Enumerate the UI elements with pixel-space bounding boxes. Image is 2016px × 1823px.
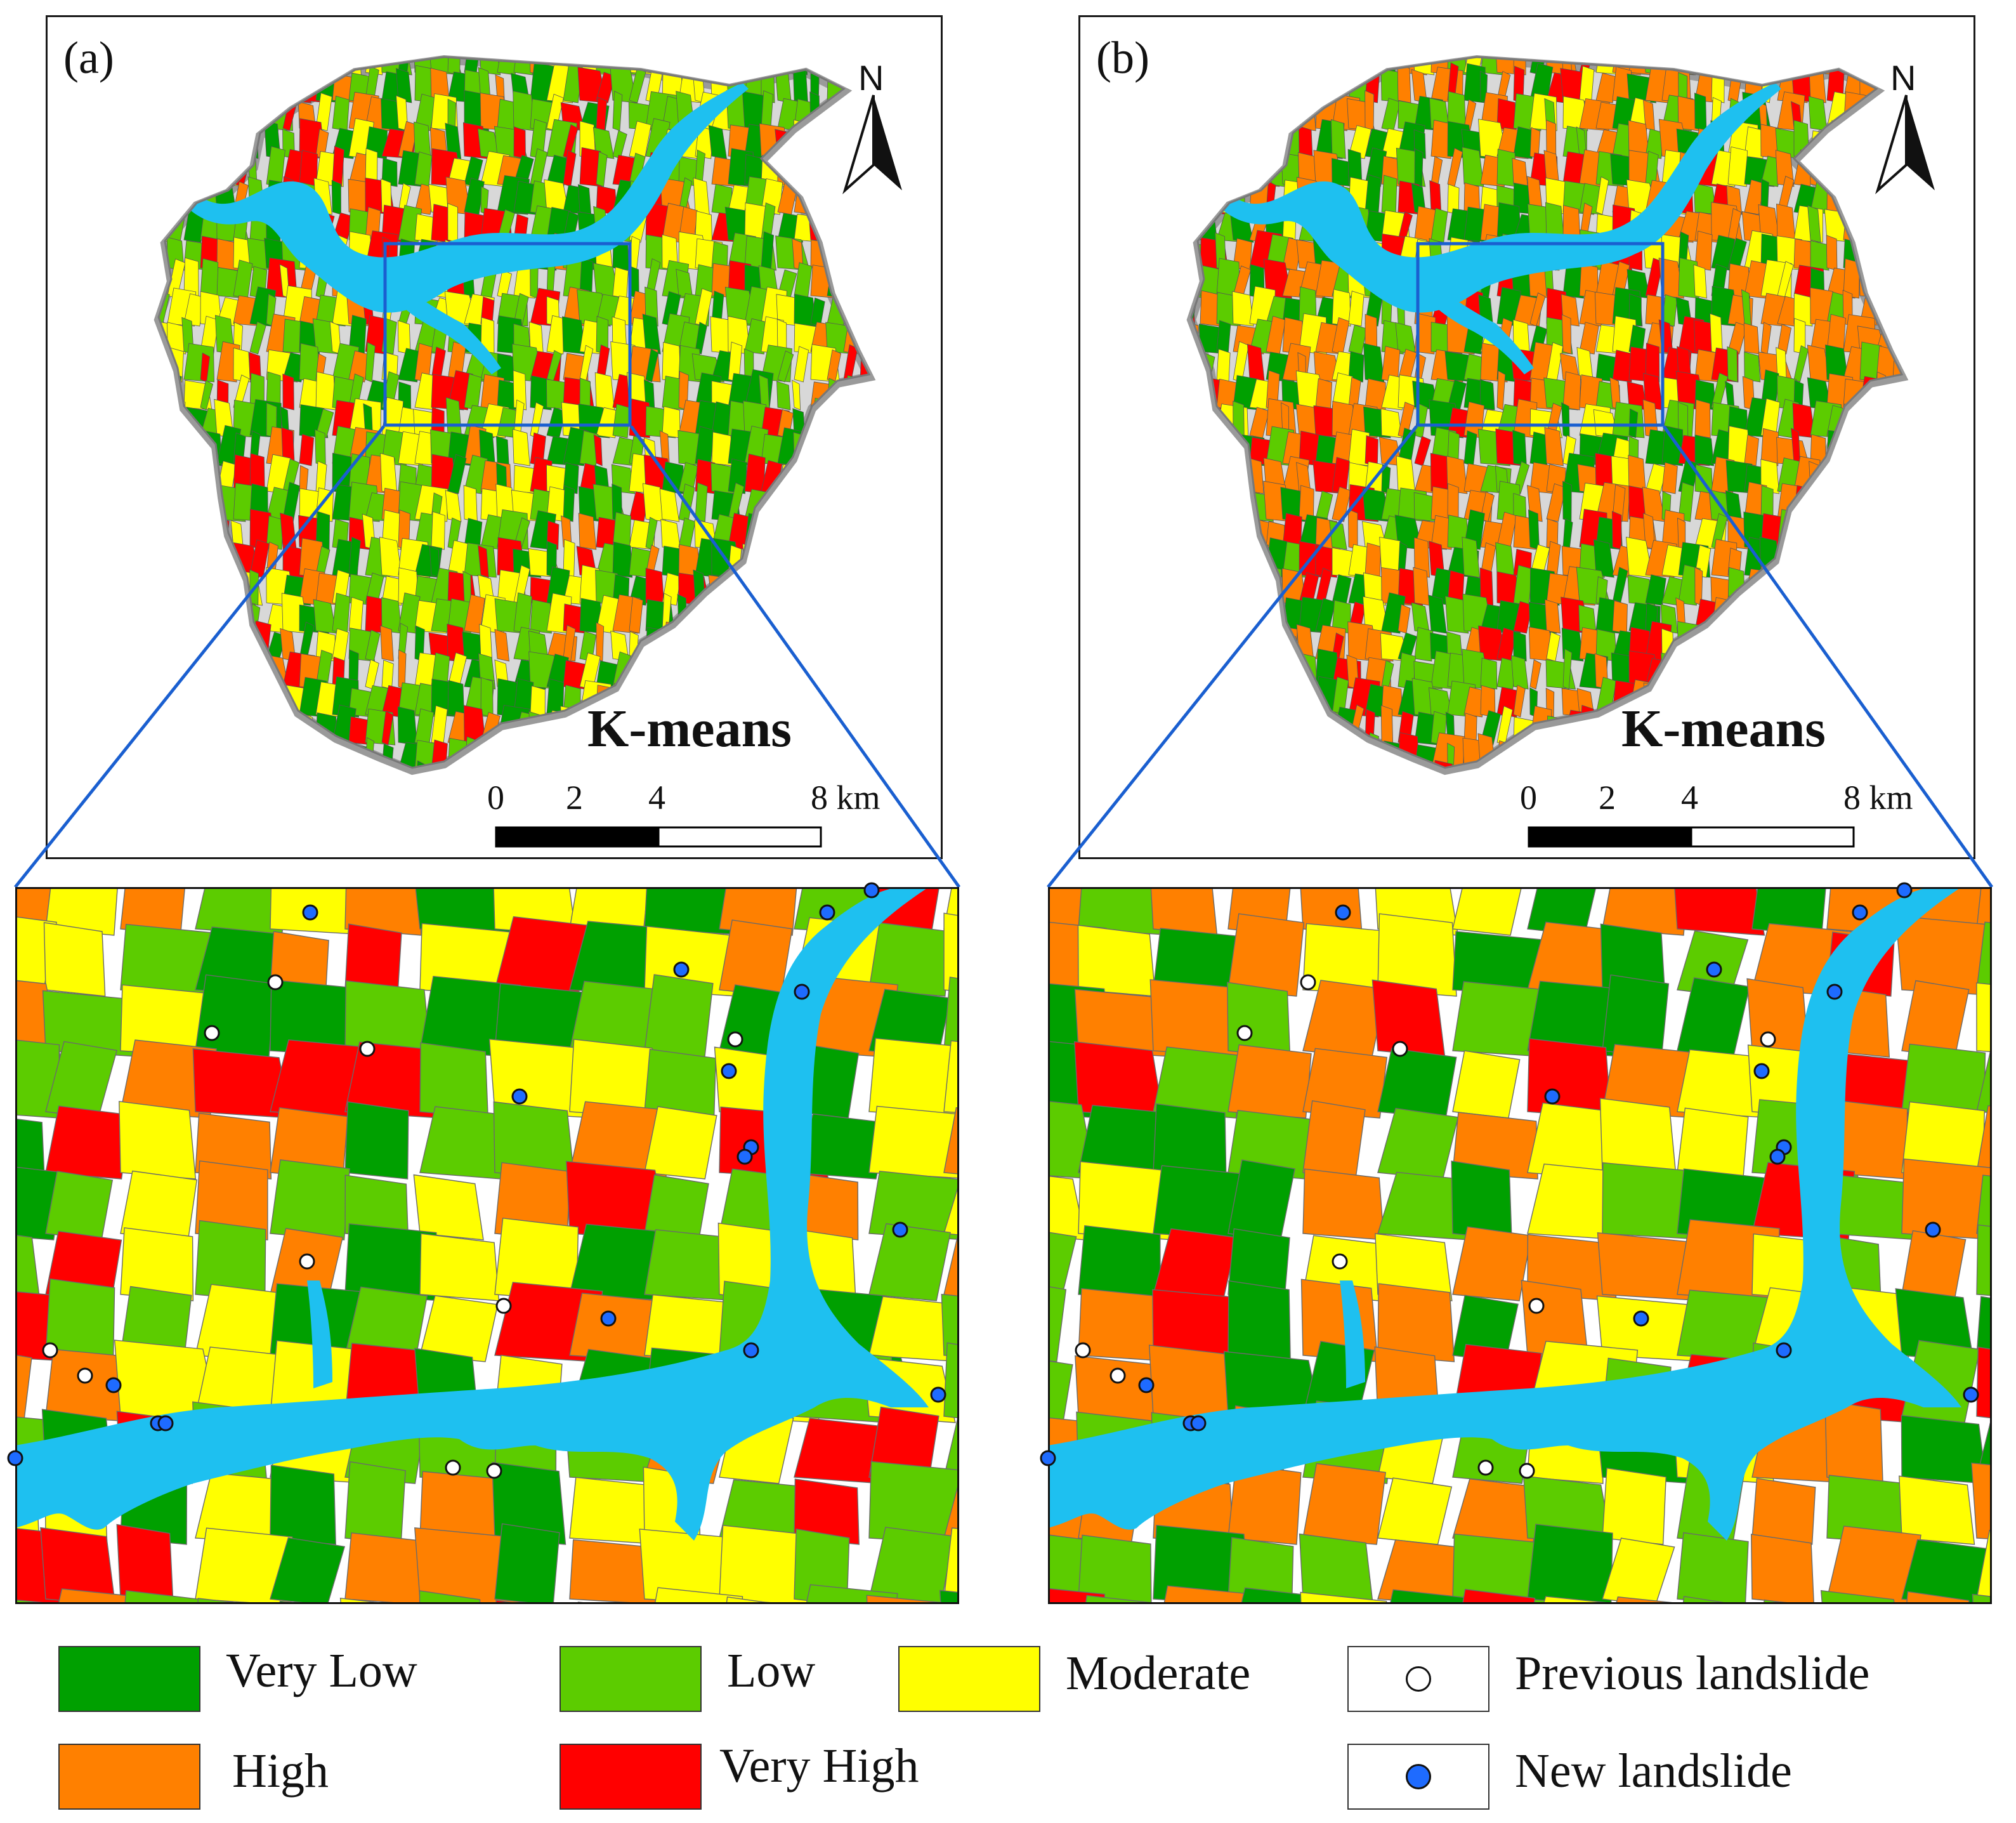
previous-landslide-point (1392, 1041, 1408, 1057)
legend-swatch-low (560, 1646, 702, 1712)
panel-a-zoom-map (7, 882, 959, 1604)
previous-landslide-point (495, 1298, 512, 1314)
new-landslide-marker-icon (1406, 1764, 1431, 1789)
new-landslide-point (743, 1342, 759, 1359)
new-landslide-point (794, 984, 810, 1000)
panel-a-scale-tick-8: 8 km (811, 779, 880, 817)
new-landslide-point (105, 1377, 122, 1393)
new-landslide-point (721, 1063, 737, 1079)
panel-b-scale-tick-8: 8 km (1843, 779, 1913, 817)
legend-label-previous-landslide: Previous landslide (1515, 1647, 1870, 1700)
previous-landslide-point (445, 1459, 461, 1476)
panel-b-north-arrow-icon (1875, 95, 1935, 195)
new-landslide-point (1544, 1088, 1561, 1105)
new-landslide-point (1190, 1415, 1207, 1431)
new-landslide-point (1776, 1342, 1792, 1359)
new-landslide-point (1963, 1386, 1979, 1403)
previous-landslide-point (1519, 1463, 1535, 1479)
new-landslide-point (1335, 904, 1351, 921)
panel-a-north-arrow-icon (842, 95, 902, 195)
previous-landslide-point (204, 1025, 220, 1041)
new-landslide-point (673, 961, 690, 978)
panel-a-inset-rectangle (383, 242, 632, 427)
previous-landslide-point (1528, 1298, 1545, 1314)
panel-b-scale-bar (1528, 826, 1855, 848)
panel-a-scale-bar (495, 826, 822, 848)
legend-label-very-low: Very Low (226, 1644, 417, 1697)
new-landslide-point (1138, 1377, 1155, 1393)
previous-landslide-point (359, 1041, 376, 1057)
new-landslide-point (511, 1088, 528, 1105)
new-landslide-point (1896, 882, 1913, 898)
new-landslide-point (1040, 1450, 1056, 1466)
new-landslide-point (736, 1148, 753, 1165)
previous-landslide-point (267, 974, 284, 990)
new-landslide-point (819, 904, 835, 921)
legend-label-high: High (232, 1744, 329, 1798)
panel-a-scale-tick-4: 4 (648, 779, 665, 817)
inset-connector-lines (14, 425, 1994, 888)
new-landslide-point (1753, 1063, 1770, 1079)
new-landslide-point (1706, 961, 1722, 978)
panel-a-scale-tick-2: 2 (566, 779, 583, 817)
legend-label-new-landslide: New landslide (1515, 1744, 1792, 1798)
new-landslide-point (302, 904, 318, 921)
legend-swatch-very-high (560, 1744, 702, 1810)
previous-landslide-point (1109, 1367, 1126, 1384)
panel-a-scale-tick-0: 0 (487, 779, 504, 817)
new-landslide-point (1769, 1148, 1786, 1165)
panel-b-label: (b) (1096, 32, 1149, 83)
legend-swatch-high (58, 1744, 200, 1810)
new-landslide-point (1826, 984, 1843, 1000)
new-landslide-point (892, 1221, 908, 1238)
panel-b-study-area-map (1186, 55, 1909, 775)
panel-b-scale-tick-4: 4 (1681, 779, 1698, 817)
legend-label-low: Low (727, 1644, 816, 1697)
new-landslide-point (863, 882, 880, 898)
previous-landslide-point (1300, 974, 1316, 990)
new-landslide-point (600, 1310, 617, 1327)
previous-landslide-point (1075, 1342, 1091, 1359)
previous-landslide-point (1477, 1459, 1494, 1476)
new-landslide-point (157, 1415, 174, 1431)
previous-landslide-marker-icon (1406, 1666, 1431, 1692)
panel-b-scale-tick-0: 0 (1520, 779, 1537, 817)
new-landslide-point (1633, 1310, 1649, 1327)
panel-b-north-letter: N (1890, 58, 1916, 98)
previous-landslide-point (77, 1367, 93, 1384)
new-landslide-point (7, 1450, 23, 1466)
panel-b-inset-rectangle (1416, 242, 1665, 427)
panel-b-method-label: K-means (1621, 699, 1826, 758)
panel-a-label: (a) (63, 32, 114, 83)
legend-swatch-moderate (898, 1646, 1040, 1712)
legend-label-moderate: Moderate (1066, 1647, 1251, 1700)
previous-landslide-point (1760, 1031, 1776, 1048)
previous-landslide-point (727, 1031, 743, 1048)
panel-a-method-label: K-means (587, 699, 792, 758)
previous-landslide-point (1332, 1253, 1348, 1270)
previous-landslide-point (1236, 1025, 1253, 1041)
previous-landslide-point (486, 1463, 502, 1479)
new-landslide-point (1925, 1221, 1941, 1238)
panel-b-zoom-map (1040, 882, 1992, 1604)
panel-a-study-area-map (154, 55, 876, 775)
new-landslide-point (930, 1386, 946, 1403)
panel-b-scale-tick-2: 2 (1599, 779, 1616, 817)
previous-landslide-point (42, 1342, 58, 1359)
legend-swatch-very-low (58, 1646, 200, 1712)
new-landslide-point (1852, 904, 1868, 921)
panel-a-north-letter: N (858, 58, 884, 98)
previous-landslide-point (299, 1253, 315, 1270)
legend-label-very-high: Very High (719, 1739, 919, 1793)
